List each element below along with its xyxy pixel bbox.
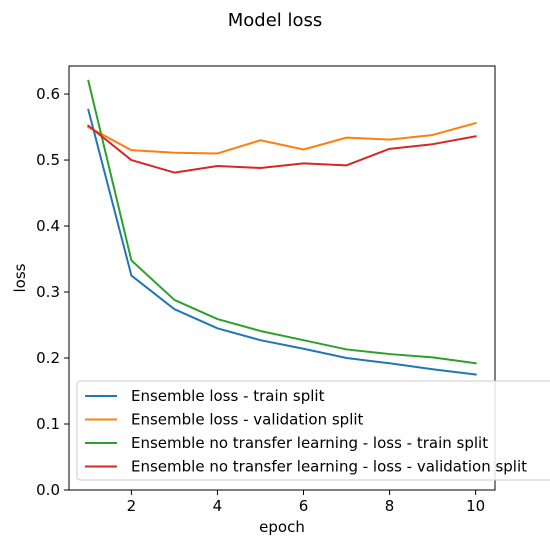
y-tick-label: 0.2: [36, 349, 60, 367]
legend-label-2: Ensemble loss - validation split: [131, 411, 364, 429]
legend-label-4: Ensemble no transfer learning - loss - v…: [131, 458, 527, 476]
x-tick-label: 8: [385, 497, 395, 515]
plot-frame: [68, 65, 496, 491]
y-axis-ticks: 0.0 0.1 0.2 0.3 0.4 0.5 0.6: [36, 85, 69, 499]
series-line-2: [87, 121, 477, 155]
series-line-3: [87, 79, 477, 365]
series-line-1: [87, 108, 477, 376]
y-tick-label: 0.0: [36, 481, 60, 499]
legend-label-3: Ensemble no transfer learning - loss - t…: [131, 434, 488, 452]
y-axis-label: loss: [11, 263, 29, 292]
y-tick-label: 0.4: [36, 217, 60, 235]
y-tick-label: 0.1: [36, 415, 60, 433]
x-tick-label: 6: [299, 497, 309, 515]
y-tick-label: 0.6: [36, 85, 60, 103]
y-tick-label: 0.3: [36, 283, 60, 301]
x-tick-label: 2: [127, 497, 137, 515]
series-line-4: [86, 124, 477, 174]
y-tick-label: 0.5: [36, 151, 60, 169]
x-tick-label: 10: [466, 497, 485, 515]
x-axis-ticks: 2 4 6 8 10: [127, 490, 485, 515]
legend-label-1: Ensemble loss - train split: [131, 387, 325, 405]
x-tick-label: 4: [213, 497, 223, 515]
series-layer: [86, 79, 477, 376]
legend-frame: [76, 380, 550, 481]
chart-title: Model loss: [228, 10, 323, 31]
legend: Ensemble loss - train split Ensemble loss…: [76, 380, 550, 481]
x-axis-label: epoch: [259, 518, 305, 536]
